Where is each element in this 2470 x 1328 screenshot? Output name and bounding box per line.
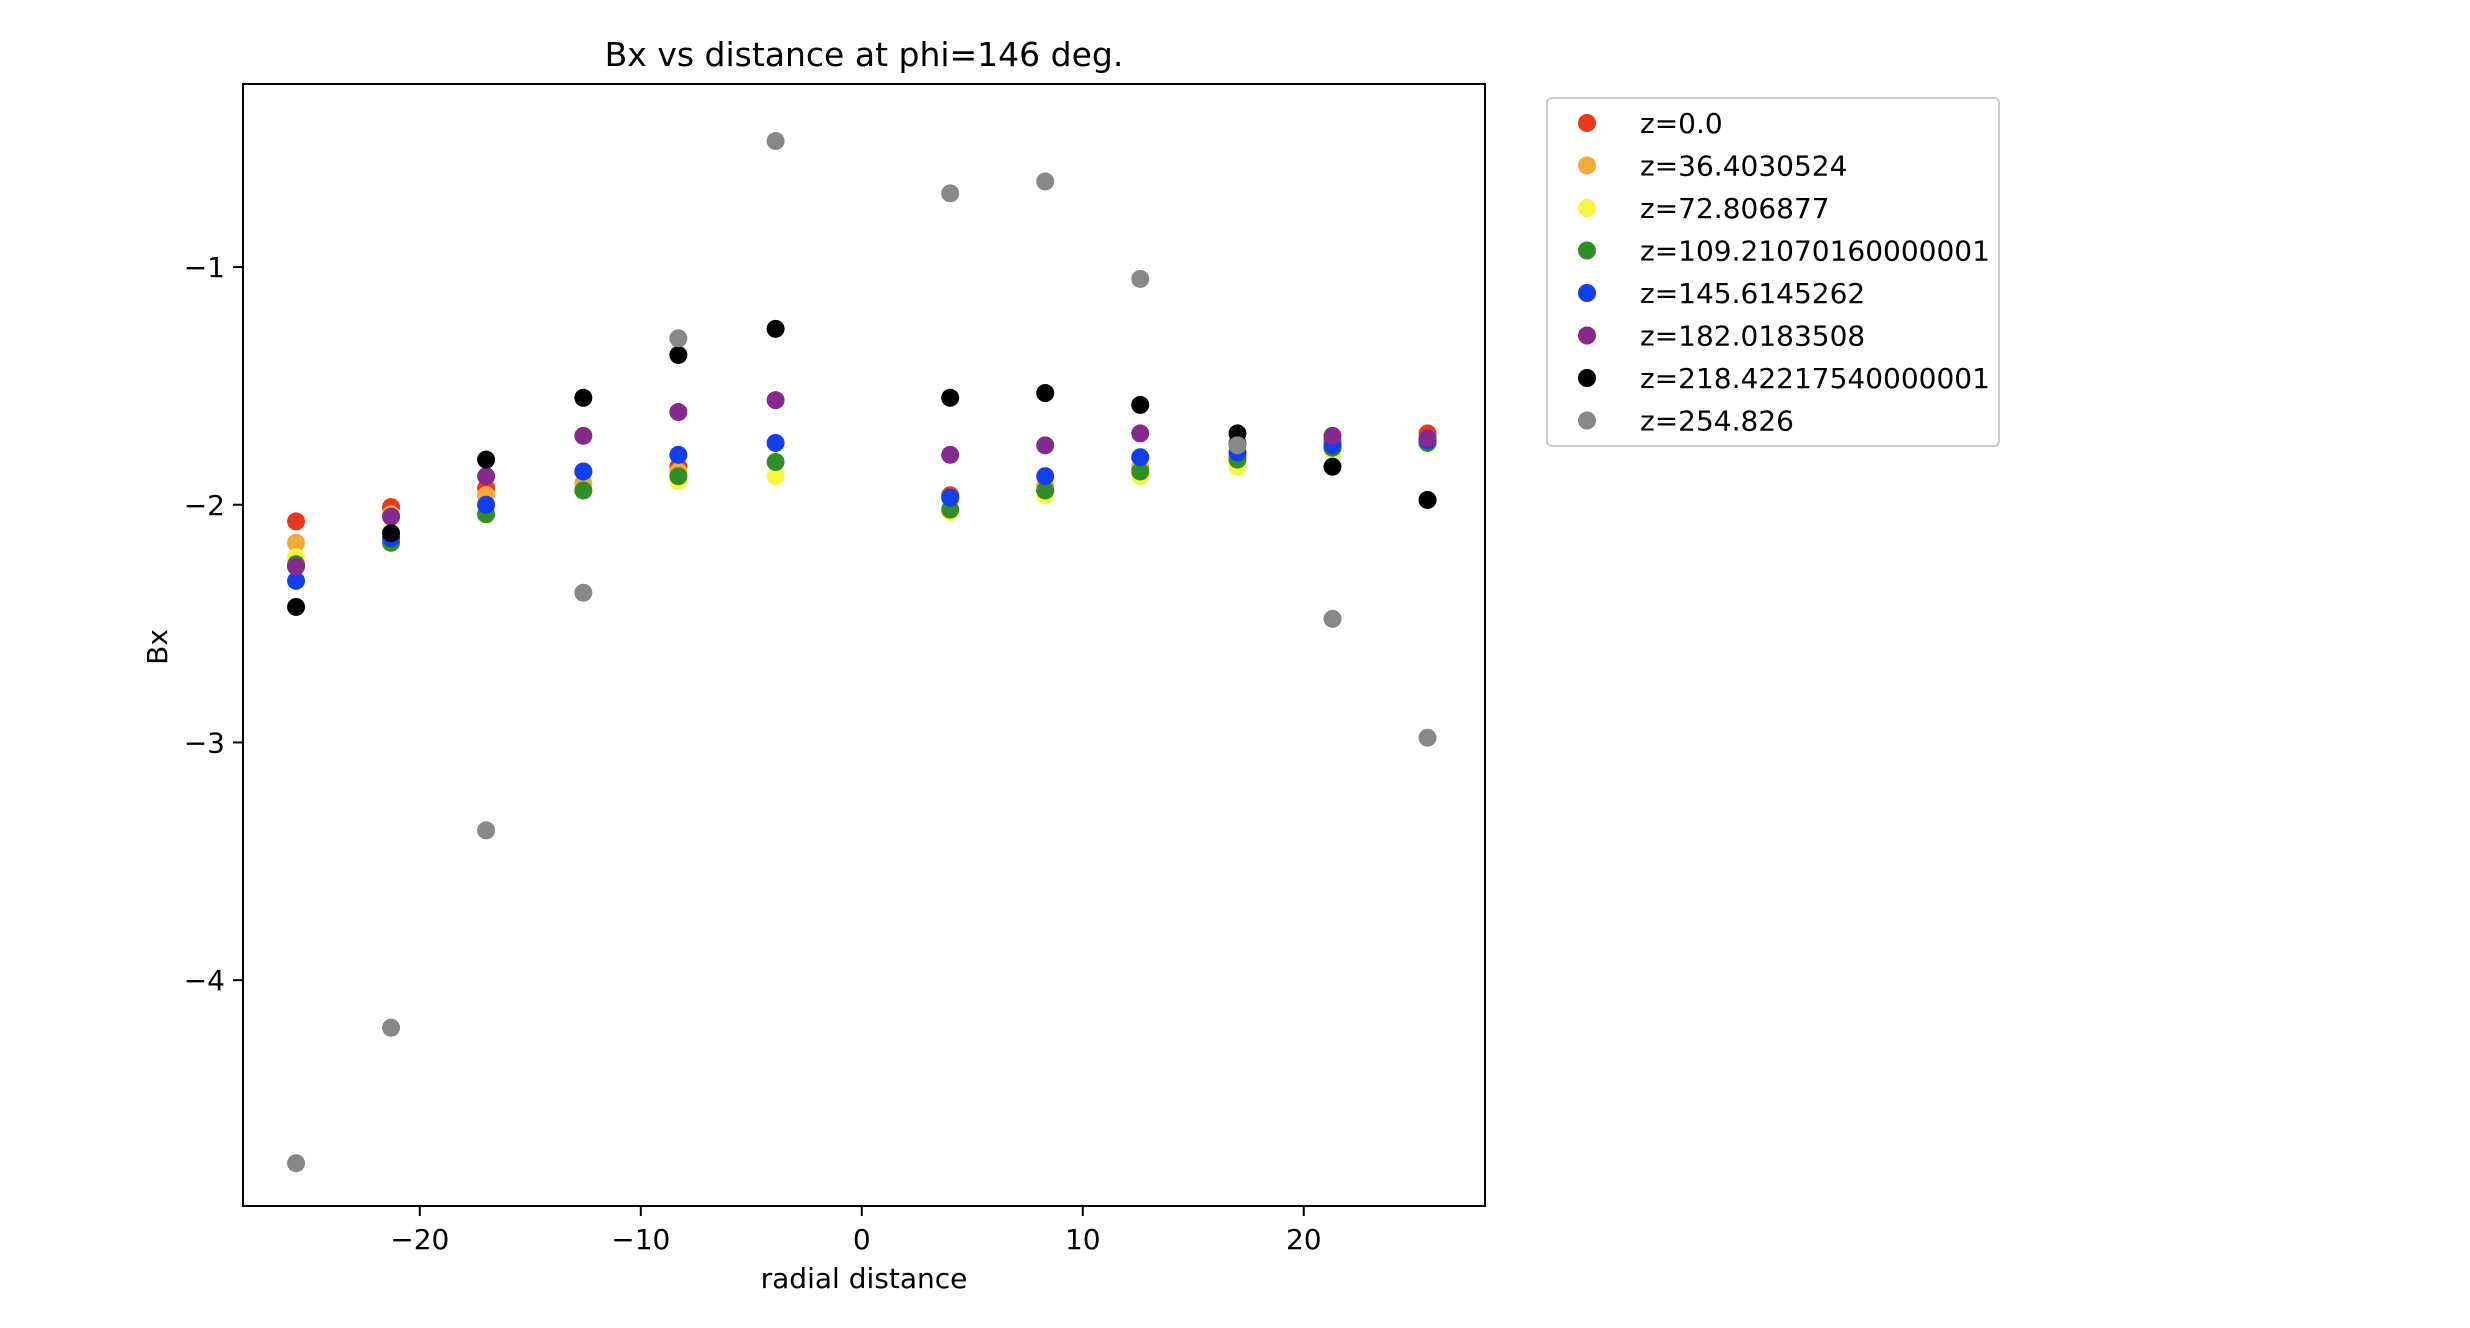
legend-item: z=182.0183508	[1578, 320, 1865, 353]
data-point	[382, 524, 401, 543]
data-point	[1323, 609, 1342, 628]
data-point	[941, 445, 960, 464]
data-point	[766, 467, 785, 486]
data-point	[382, 1018, 401, 1037]
legend-item: z=254.826	[1578, 405, 1794, 438]
legend-item: z=218.42217540000001	[1578, 362, 1990, 395]
data-point	[766, 319, 785, 338]
legend-label: z=0.0	[1640, 107, 1723, 140]
data-point	[766, 132, 785, 151]
data-point	[1418, 490, 1437, 509]
plot-area-frame	[242, 83, 1486, 1207]
legend-label: z=218.42217540000001	[1640, 362, 1990, 395]
data-point	[477, 450, 496, 469]
y-tick-label: −2	[184, 489, 225, 522]
data-point	[287, 597, 306, 616]
legend-item: z=36.4030524	[1578, 150, 1847, 183]
data-point	[287, 533, 306, 552]
data-point	[477, 821, 496, 840]
data-point	[574, 388, 593, 407]
legend-item: z=0.0	[1578, 107, 1723, 140]
legend-marker	[1578, 241, 1596, 260]
data-point	[1036, 467, 1055, 486]
data-point	[1131, 462, 1150, 481]
data-point	[477, 467, 496, 486]
data-point	[669, 445, 688, 464]
data-point	[574, 462, 593, 481]
y-tick-label: −3	[184, 726, 225, 759]
y-tick-label: −1	[184, 251, 225, 284]
series-8	[287, 132, 1437, 1173]
data-point	[669, 345, 688, 364]
data-point	[1036, 172, 1055, 191]
legend-marker	[1578, 284, 1596, 302]
data-point	[287, 512, 306, 531]
y-axis-label: Bx	[141, 629, 174, 665]
legend-label: z=145.6145262	[1640, 277, 1865, 310]
data-point	[766, 452, 785, 471]
x-tick-label: 20	[1286, 1223, 1322, 1256]
data-point	[1131, 395, 1150, 414]
data-point	[1036, 436, 1055, 455]
data-point	[941, 388, 960, 407]
legend-frame	[1546, 97, 2000, 447]
data-point	[1418, 728, 1437, 747]
x-tick-label: 0	[853, 1223, 871, 1256]
data-point	[941, 184, 960, 203]
data-point	[766, 433, 785, 452]
data-point	[1131, 448, 1150, 467]
data-point	[669, 329, 688, 348]
data-point	[1418, 429, 1437, 448]
legend-item: z=109.21070160000001	[1578, 235, 1990, 268]
data-point	[1131, 269, 1150, 288]
data-point	[477, 495, 496, 514]
legend: z=0.0 z=36.4030524 z=72.806877 z=109.210701…	[1546, 97, 2000, 447]
series-7	[287, 319, 1437, 616]
data-point	[766, 391, 785, 410]
legend-item: z=145.6145262	[1578, 277, 1865, 310]
data-point	[1036, 384, 1055, 403]
legend-label: z=254.826	[1640, 405, 1794, 438]
data-point	[574, 583, 593, 602]
data-point	[1131, 424, 1150, 443]
data-point	[1323, 457, 1342, 476]
legend-marker	[1578, 114, 1596, 132]
data-point	[574, 426, 593, 445]
data-point	[669, 403, 688, 422]
legend-label: z=182.0183508	[1640, 320, 1865, 353]
legend-marker	[1578, 369, 1596, 387]
x-tick-label: −10	[611, 1223, 670, 1256]
data-point	[1036, 481, 1055, 500]
x-tick-label: −20	[390, 1223, 449, 1256]
chart-title: Bx vs distance at phi=146 deg.	[605, 35, 1124, 74]
data-point	[574, 481, 593, 500]
data-point	[287, 557, 306, 576]
data-point	[287, 571, 306, 590]
legend-marker	[1578, 156, 1596, 175]
legend-label: z=109.21070160000001	[1640, 235, 1990, 268]
legend-label: z=72.806877	[1640, 192, 1830, 225]
axis-ticks: −20 −10 0 10 20 −4 −3 −2 −1	[184, 251, 1322, 1256]
data-point	[382, 507, 401, 526]
data-point	[1323, 426, 1342, 445]
y-tick-label: −4	[184, 964, 225, 997]
data-points	[287, 132, 1437, 1173]
x-tick-label: 10	[1065, 1223, 1101, 1256]
data-point	[669, 467, 688, 486]
legend-marker	[1578, 411, 1596, 430]
x-axis-label: radial distance	[761, 1262, 968, 1295]
legend-marker	[1578, 326, 1596, 345]
legend-label: z=36.4030524	[1640, 150, 1847, 183]
data-point	[941, 488, 960, 507]
data-point	[287, 1154, 306, 1173]
data-point	[1228, 436, 1247, 455]
legend-item: z=72.806877	[1578, 192, 1830, 225]
legend-marker	[1578, 199, 1596, 217]
